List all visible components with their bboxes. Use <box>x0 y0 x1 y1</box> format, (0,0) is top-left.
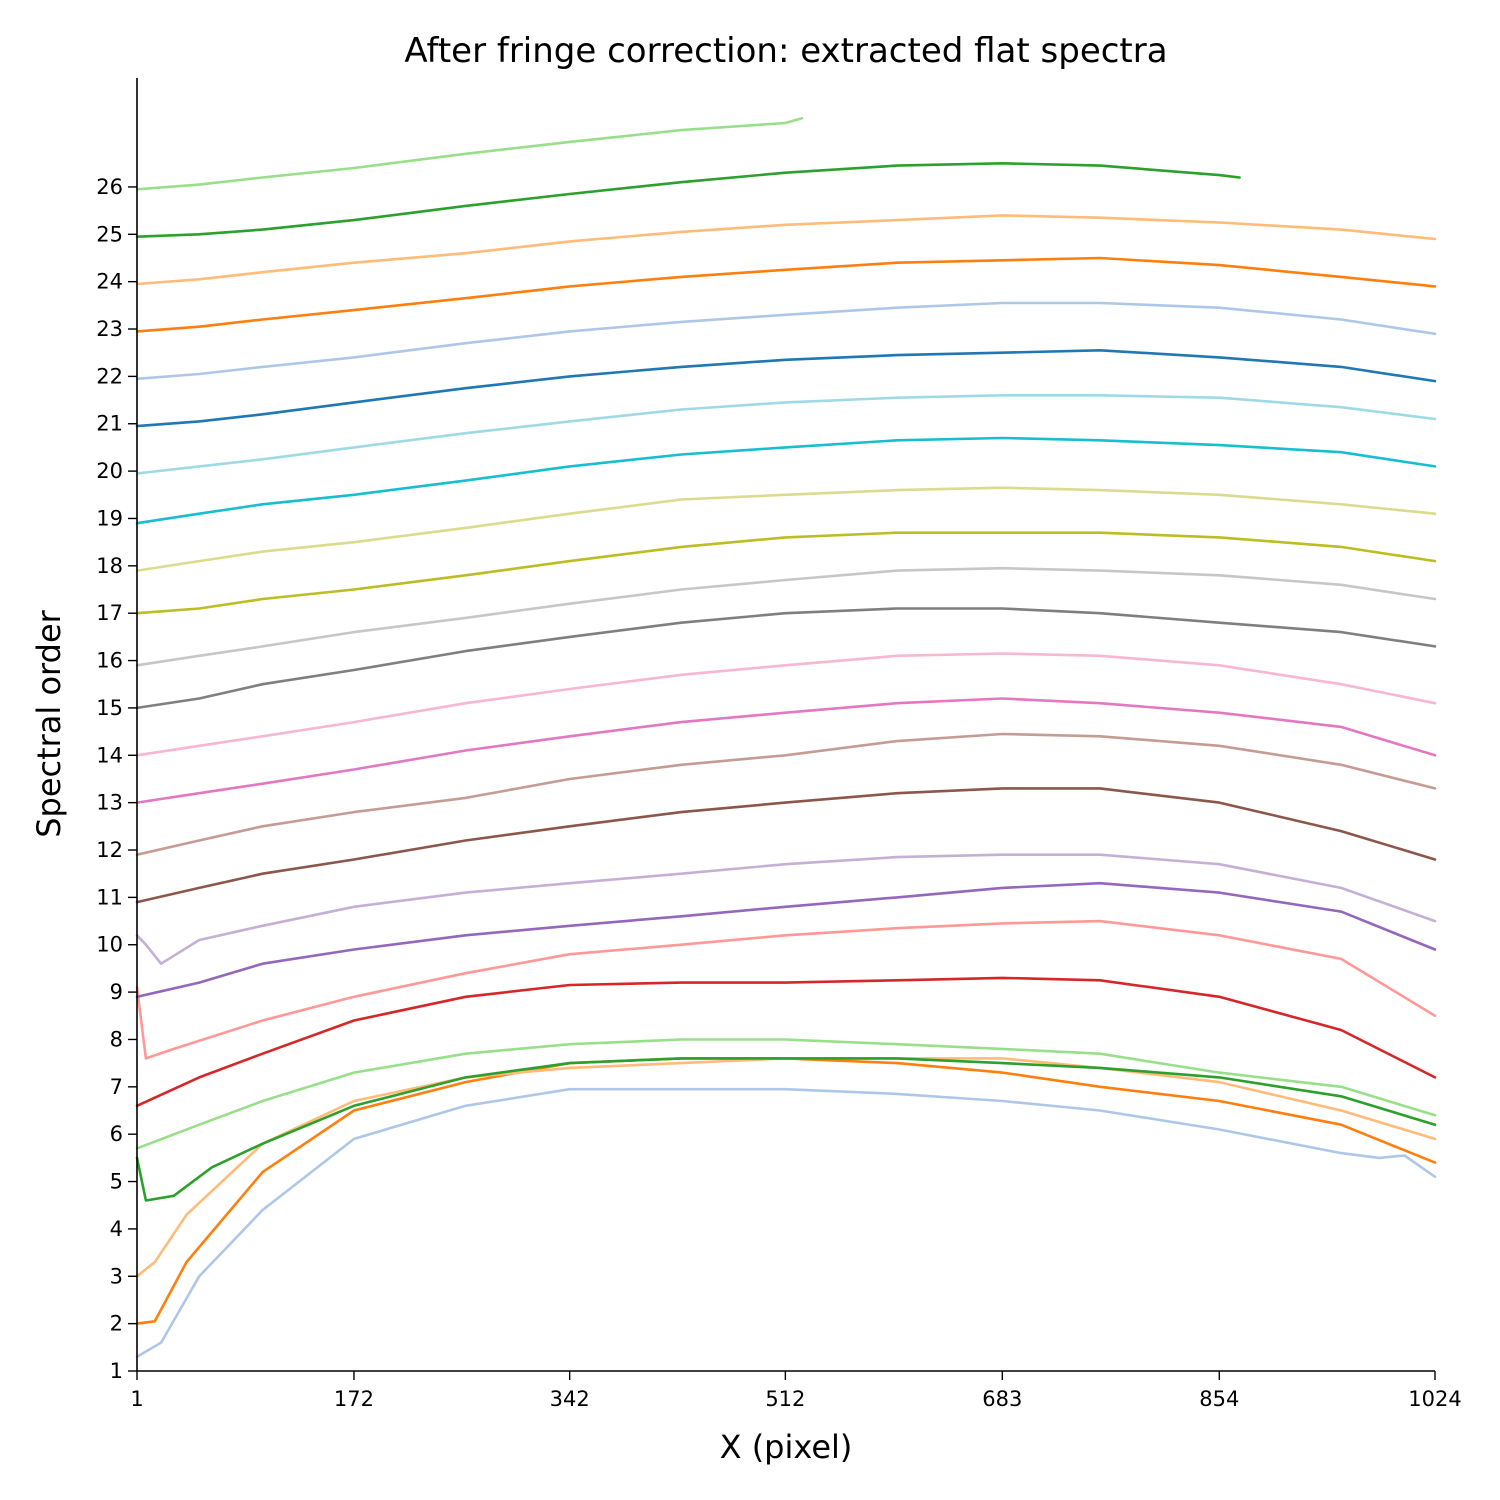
x-tick-label: 342 <box>550 1387 590 1411</box>
series-line-4 <box>135 1057 1437 1202</box>
series-line-14 <box>135 607 1437 710</box>
y-tick-label: 17 <box>96 601 123 625</box>
y-tick-label: 19 <box>96 506 123 530</box>
series-line-10 <box>135 787 1437 904</box>
y-tick-label: 7 <box>110 1075 123 1099</box>
series-line-11 <box>135 732 1437 856</box>
y-tick-label: 4 <box>110 1217 123 1241</box>
x-tick-label: 854 <box>1199 1387 1239 1411</box>
x-axis-label: X (pixel) <box>720 1428 853 1466</box>
series-line-13 <box>135 652 1437 757</box>
series-line-15 <box>135 566 1437 667</box>
x-tick-label: 512 <box>765 1387 805 1411</box>
y-axis-label: Spectral order <box>30 609 68 837</box>
chart-title: After fringe correction: extracted flat … <box>404 31 1167 71</box>
y-tick-label: 15 <box>96 696 123 720</box>
y-tick-label: 3 <box>110 1264 123 1288</box>
y-tick-label: 18 <box>96 554 123 578</box>
series-line-8 <box>135 881 1437 999</box>
x-tick-label: 172 <box>334 1387 374 1411</box>
y-tick-label: 20 <box>96 459 123 483</box>
y-tick-label: 16 <box>96 649 123 673</box>
series-line-25 <box>135 117 804 191</box>
y-tick-label: 13 <box>96 791 123 815</box>
series-line-12 <box>135 697 1437 804</box>
series-line-22 <box>135 256 1437 333</box>
y-tick-label: 25 <box>96 222 123 246</box>
series-line-20 <box>135 349 1437 428</box>
y-tick-label: 14 <box>96 743 123 767</box>
y-tick-label: 9 <box>110 980 123 1004</box>
series-line-24 <box>135 162 1241 238</box>
series-line-23 <box>135 214 1437 286</box>
y-axis-ticks: 1234567891011121314151617181920212223242… <box>96 175 137 1383</box>
y-tick-label: 11 <box>96 885 123 909</box>
series-line-9 <box>135 853 1437 965</box>
y-tick-label: 1 <box>110 1359 123 1383</box>
series-line-7 <box>135 919 1437 1060</box>
series-line-18 <box>135 436 1437 525</box>
series-line-6 <box>135 976 1437 1108</box>
series-line-3 <box>135 1057 1437 1278</box>
x-tick-label: 683 <box>982 1387 1022 1411</box>
y-tick-label: 10 <box>96 933 123 957</box>
y-tick-label: 24 <box>96 270 123 294</box>
y-tick-label: 12 <box>96 838 123 862</box>
y-tick-label: 21 <box>96 412 123 436</box>
y-tick-label: 22 <box>96 364 123 388</box>
y-tick-label: 5 <box>110 1170 123 1194</box>
y-tick-label: 6 <box>110 1122 123 1146</box>
y-tick-label: 2 <box>110 1312 123 1336</box>
x-tick-label: 1 <box>130 1387 143 1411</box>
y-tick-label: 26 <box>96 175 123 199</box>
series-line-16 <box>135 531 1437 615</box>
series-line-2 <box>135 1057 1437 1325</box>
series-line-17 <box>135 486 1437 572</box>
series-line-21 <box>135 301 1437 381</box>
series-line-1 <box>135 1087 1437 1359</box>
series-line-5 <box>135 1038 1437 1150</box>
series-line-19 <box>135 394 1437 475</box>
x-axis-ticks: 1 172 342 512 683 854 1024 <box>130 1371 1462 1411</box>
y-tick-label: 23 <box>96 317 123 341</box>
x-tick-label: 1024 <box>1408 1387 1461 1411</box>
y-tick-label: 8 <box>110 1027 123 1051</box>
plot-series <box>135 117 1437 1359</box>
